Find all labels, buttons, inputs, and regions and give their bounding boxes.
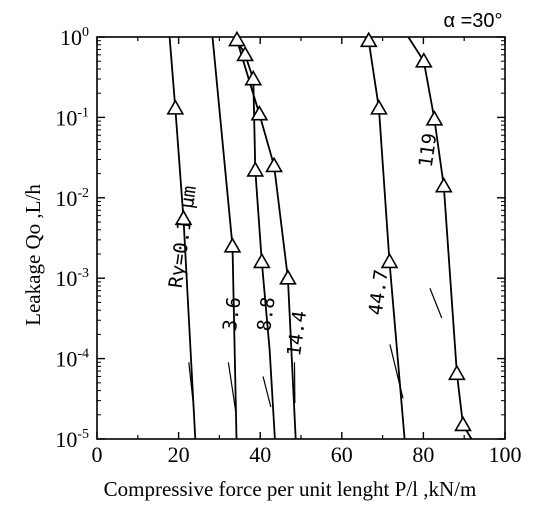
label-leader-line bbox=[188, 362, 195, 412]
plot-frame bbox=[96, 36, 506, 440]
series-label: 8.8 bbox=[253, 295, 280, 332]
y-tick-base: 10 bbox=[60, 25, 82, 50]
triangle-marker bbox=[380, 252, 399, 269]
x-tick-label: 80 bbox=[412, 442, 434, 467]
series-line bbox=[236, 39, 297, 440]
x-tick-label: 60 bbox=[331, 442, 353, 467]
x-tick-label: 40 bbox=[249, 442, 271, 467]
y-tick-exponent: 0 bbox=[82, 25, 89, 40]
triangle-marker bbox=[370, 99, 388, 115]
x-tick-label: 100 bbox=[489, 442, 522, 467]
series-label: 44.7 bbox=[365, 268, 393, 316]
y-tick-label: 10-3 bbox=[55, 266, 89, 291]
triangle-marker bbox=[447, 364, 466, 381]
triangle-marker bbox=[174, 209, 193, 226]
x-tick-label: 20 bbox=[168, 442, 190, 467]
series-label: 119 bbox=[415, 132, 442, 169]
y-tick-base: 10 bbox=[55, 347, 77, 372]
series-labels: Ry=0.1 μm 3.6 8.8 14.4 44.7 119 bbox=[165, 132, 443, 412]
series-line bbox=[367, 40, 406, 440]
y-tick-exponent: -1 bbox=[77, 105, 89, 120]
y-tick-exponent: -4 bbox=[77, 347, 89, 362]
triangle-marker bbox=[454, 415, 472, 432]
triangle-marker bbox=[250, 104, 269, 121]
y-tick-label: 10-5 bbox=[55, 427, 89, 452]
series-label: 14.4 bbox=[283, 309, 311, 357]
y-tick-label: 10-2 bbox=[55, 186, 89, 211]
y-tick-base: 10 bbox=[55, 186, 77, 211]
triangle-marker bbox=[166, 99, 185, 115]
x-axis-title: Compressive force per unit lenght P/l ,k… bbox=[104, 477, 477, 501]
triangle-marker bbox=[359, 31, 378, 48]
label-leader-line bbox=[429, 288, 443, 319]
alpha-annotation: α =30° bbox=[443, 10, 502, 32]
triangle-marker bbox=[223, 237, 242, 253]
triangle-marker bbox=[236, 45, 254, 62]
series-label: Ry=0.1 μm bbox=[165, 184, 201, 289]
series-label: 3.6 bbox=[219, 295, 246, 332]
y-tick-exponent: -3 bbox=[77, 266, 89, 281]
triangle-marker bbox=[434, 176, 453, 193]
y-tick-exponent: -5 bbox=[77, 427, 89, 442]
triangle-marker bbox=[246, 161, 265, 177]
triangle-marker bbox=[244, 69, 263, 86]
triangle-marker bbox=[425, 110, 444, 126]
y-tick-label: 10-1 bbox=[55, 105, 89, 130]
x-tick-label: 0 bbox=[92, 442, 103, 467]
triangle-marker bbox=[228, 30, 246, 47]
label-leader-line bbox=[262, 376, 272, 408]
data-markers bbox=[166, 30, 472, 432]
triangle-marker bbox=[252, 252, 271, 269]
y-tick-label: 100 bbox=[60, 25, 89, 50]
y-tick-base: 10 bbox=[55, 266, 77, 291]
label-leader-line bbox=[389, 344, 404, 399]
y-axis-title: Leakage Qo ,L/h bbox=[21, 184, 45, 326]
series-line bbox=[168, 36, 197, 440]
triangle-marker bbox=[414, 52, 433, 68]
y-tick-base: 10 bbox=[55, 105, 77, 130]
series-lines bbox=[168, 36, 473, 440]
y-tick-exponent: -2 bbox=[77, 186, 89, 201]
y-tick-base: 10 bbox=[55, 427, 77, 452]
label-leader-line bbox=[227, 362, 237, 412]
triangle-marker bbox=[265, 156, 283, 173]
y-tick-label: 10-4 bbox=[55, 347, 89, 372]
triangle-marker bbox=[279, 269, 297, 285]
